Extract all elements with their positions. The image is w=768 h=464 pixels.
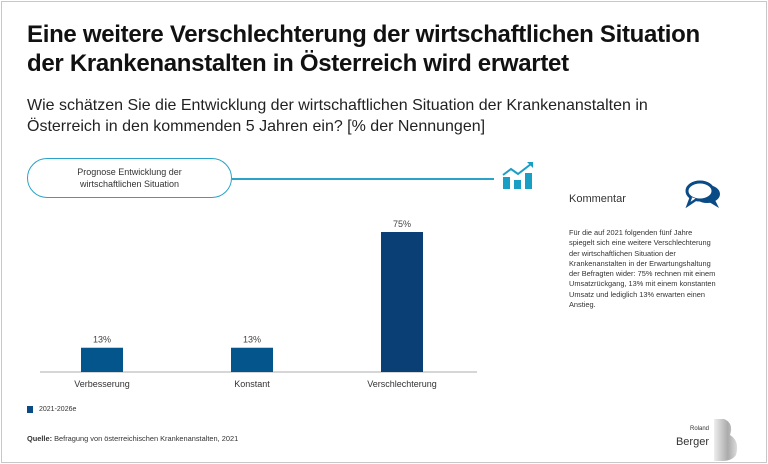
pill-label: Prognose Entwicklung der wirtschaftliche…	[77, 167, 182, 189]
slide-subtitle: Wie schätzen Sie die Entwicklung der wir…	[27, 95, 648, 137]
source-text: Befragung von österreichischen Krankenan…	[52, 434, 239, 443]
section-pill: Prognose Entwicklung der wirtschaftliche…	[27, 158, 232, 198]
trend-chart-icon	[502, 162, 533, 189]
source-label: Quelle:	[27, 434, 53, 443]
logo-berger: Berger	[676, 436, 709, 448]
roland-berger-logo: Roland Berger	[676, 419, 738, 461]
pill-connector-line	[232, 178, 494, 180]
title-line-2: der Krankenanstalten in Österreich wird …	[27, 50, 569, 77]
subtitle-line-1: Wie schätzen Sie die Entwicklung der wir…	[27, 97, 648, 114]
legend-swatch	[27, 406, 33, 413]
comment-title: Kommentar	[569, 193, 626, 205]
speech-bubbles-icon	[685, 180, 720, 209]
logo-roland: Roland	[690, 426, 709, 432]
comment-text: Für die auf 2021 folgenden fünf Jahre sp…	[569, 228, 716, 310]
slide-title: Eine weitere Verschlechterung der wirtsc…	[27, 20, 700, 78]
source-note: Quelle: Befragung von österreichischen K…	[27, 434, 238, 443]
legend-label: 2021-2026e	[39, 406, 77, 413]
subtitle-line-2: Österreich in den kommenden 5 Jahren ein…	[27, 118, 486, 135]
legend: 2021-2026e	[27, 406, 76, 413]
title-line-1: Eine weitere Verschlechterung der wirtsc…	[27, 21, 700, 48]
